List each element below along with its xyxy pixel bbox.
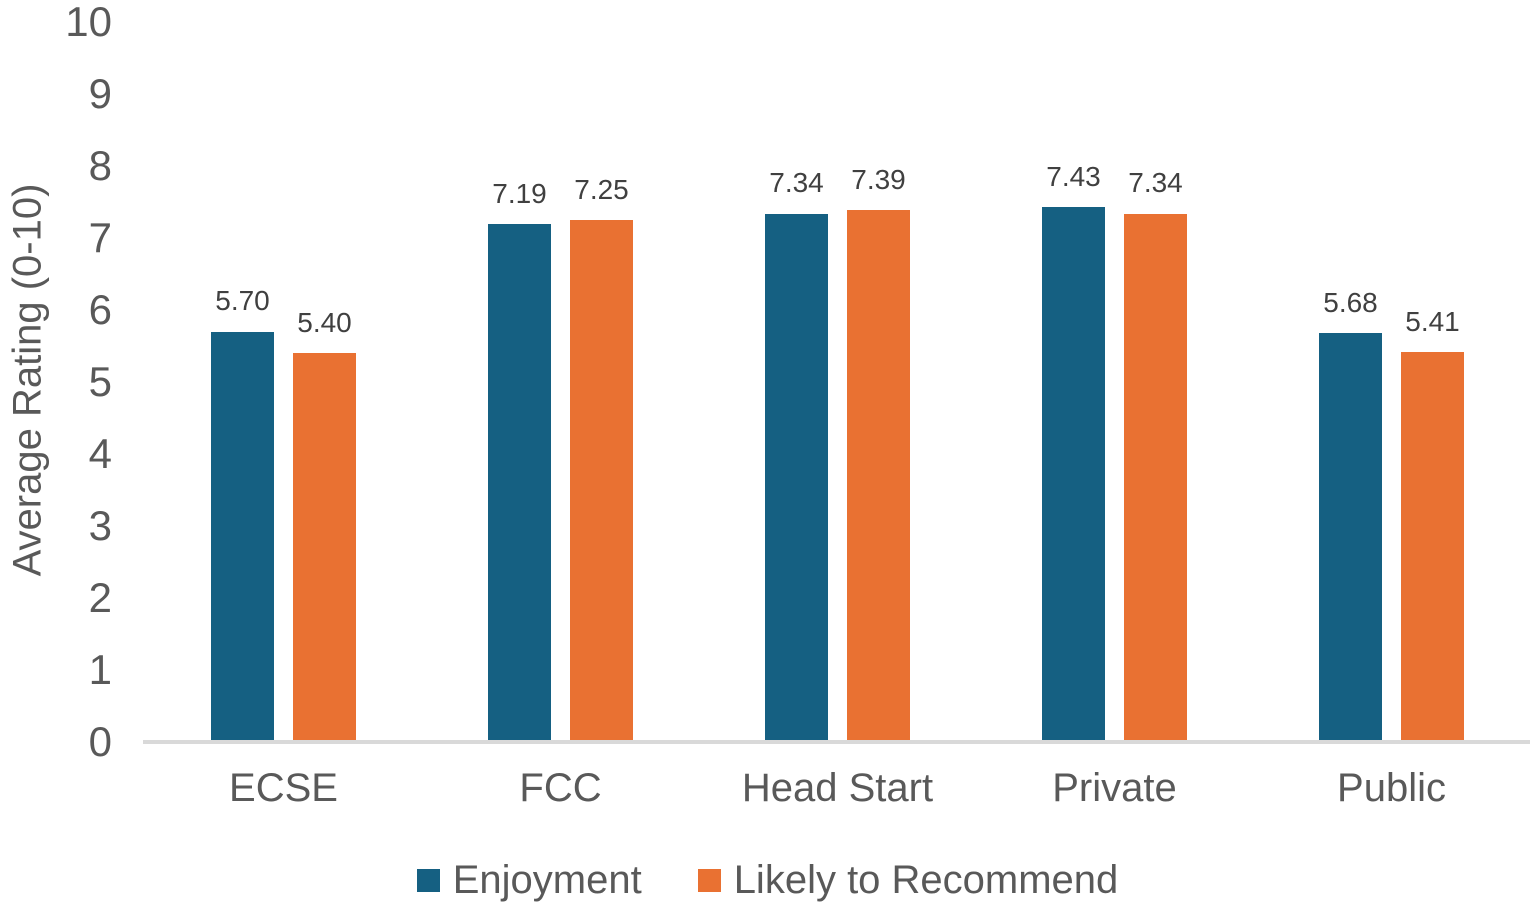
y-axis-tick-labels: 0 1 2 3 4 5 6 7 8 9 10	[0, 0, 112, 908]
x-axis-category-label-head-start: Head Start	[741, 766, 934, 810]
data-label-enjoyment-head-start: 7.34	[769, 167, 824, 199]
chart-legend: Enjoyment Likely to Recommend	[0, 858, 1535, 903]
bar-group-head-start: 7.34 7.39	[699, 22, 976, 742]
data-label-likely-to-recommend-head-start: 7.39	[851, 163, 906, 195]
legend-label-likely-to-recommend: Likely to Recommend	[733, 858, 1119, 902]
y-tick-label-5: 5	[88, 357, 112, 405]
bar-groups: 5.70 5.40 7.19 7.25 7.34 7.39 7.43 7.34 5.68 5.41	[145, 22, 1530, 742]
data-label-likely-to-recommend-public: 5.41	[1405, 306, 1460, 338]
y-tick-label-8: 8	[88, 141, 112, 189]
y-tick-label-10: 10	[65, 0, 112, 45]
data-label-enjoyment-ecse: 5.70	[215, 285, 270, 317]
y-tick-label-2: 2	[88, 573, 112, 621]
legend-item-likely-to-recommend: Likely to Recommend	[697, 858, 1119, 903]
bar-likely-to-recommend-private: 7.34	[1124, 168, 1187, 742]
bar-group-fcc: 7.19 7.25	[422, 22, 699, 742]
bar-enjoyment-public: 5.68	[1319, 287, 1382, 742]
y-tick-label-0: 0	[88, 717, 112, 765]
x-axis-category-label-private: Private	[1052, 766, 1177, 810]
y-tick-label-3: 3	[88, 501, 112, 549]
x-axis-category-label-fcc: FCC	[519, 766, 602, 810]
data-label-likely-to-recommend-fcc: 7.25	[574, 173, 629, 205]
legend-label-enjoyment: Enjoyment	[452, 858, 642, 902]
bar-group-private: 7.43 7.34	[976, 22, 1253, 742]
bar-likely-to-recommend-fcc: 7.25	[570, 174, 633, 742]
data-label-likely-to-recommend-private: 7.34	[1128, 167, 1183, 199]
legend-swatch-icon-enjoyment	[416, 869, 440, 892]
y-tick-label-9: 9	[88, 69, 112, 117]
legend-item-enjoyment: Enjoyment	[416, 858, 642, 903]
data-label-enjoyment-fcc: 7.19	[492, 177, 547, 209]
x-axis-category-label-ecse: ECSE	[229, 766, 338, 810]
y-tick-label-7: 7	[88, 213, 112, 261]
data-label-likely-to-recommend-ecse: 5.40	[297, 306, 352, 338]
bar-likely-to-recommend-public: 5.41	[1401, 307, 1464, 742]
y-tick-label-1: 1	[88, 645, 112, 693]
bar-enjoyment-fcc: 7.19	[488, 179, 551, 742]
plot-area: 5.70 5.40 7.19 7.25 7.34 7.39 7.43 7.34 5.68 5.41	[143, 22, 1530, 744]
x-axis-line	[143, 740, 1530, 744]
bar-enjoyment-private: 7.43	[1042, 161, 1105, 742]
data-label-enjoyment-public: 5.68	[1323, 286, 1378, 318]
x-axis-labels: ECSE FCC Head Start Private Public	[145, 766, 1530, 811]
bar-group-public: 5.68 5.41	[1253, 22, 1530, 742]
x-axis-category-label-public: Public	[1337, 766, 1446, 810]
bar-group-ecse: 5.70 5.40	[145, 22, 422, 742]
y-tick-label-6: 6	[88, 285, 112, 333]
data-label-enjoyment-private: 7.43	[1046, 160, 1101, 192]
y-tick-label-4: 4	[88, 429, 112, 477]
bar-likely-to-recommend-head-start: 7.39	[847, 164, 910, 742]
legend-swatch-icon-likely-to-recommend	[697, 869, 721, 892]
bar-likely-to-recommend-ecse: 5.40	[293, 307, 356, 742]
bar-enjoyment-head-start: 7.34	[765, 168, 828, 742]
bar-enjoyment-ecse: 5.70	[211, 286, 274, 742]
